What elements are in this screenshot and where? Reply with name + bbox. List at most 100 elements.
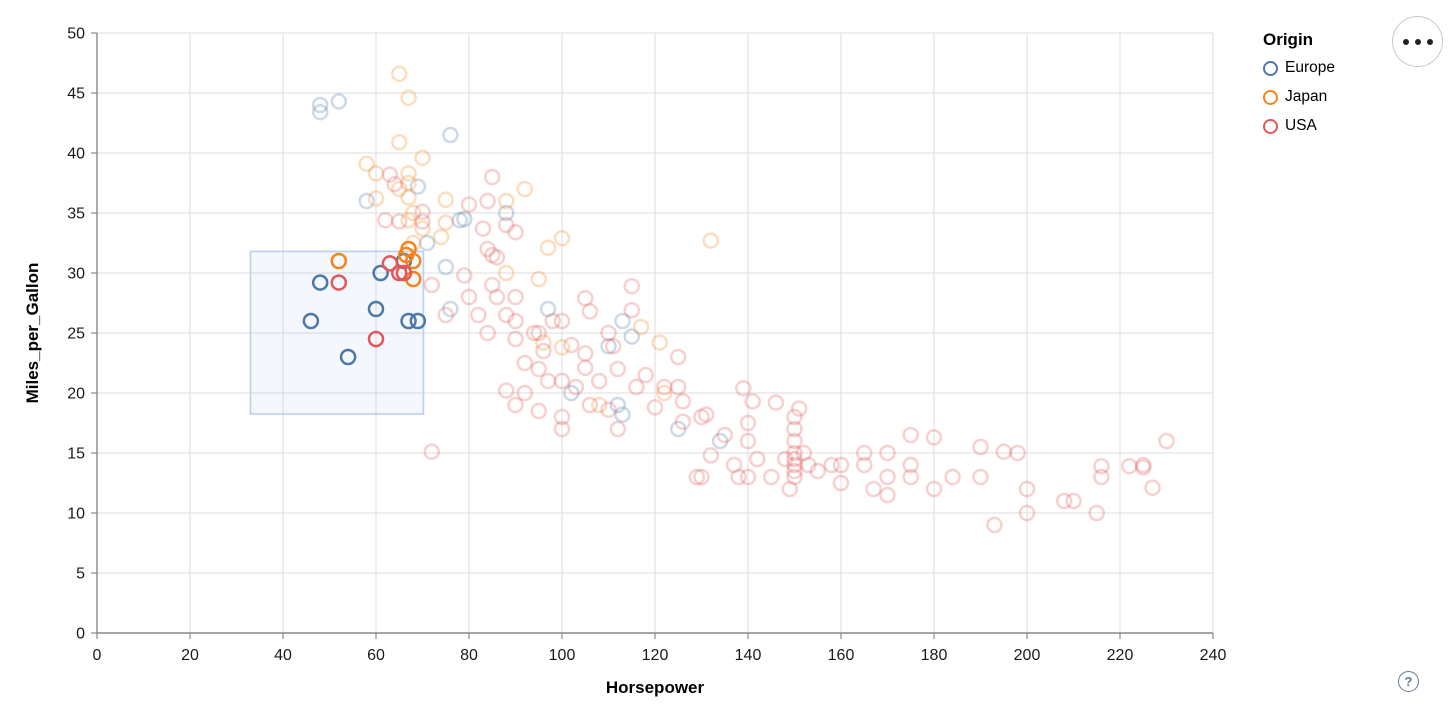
data-point-japan[interactable] — [553, 339, 571, 356]
data-point-usa[interactable] — [670, 378, 687, 396]
data-point-europe[interactable] — [358, 192, 375, 210]
data-point-usa[interactable] — [1018, 504, 1036, 522]
data-point-europe[interactable] — [563, 384, 580, 402]
data-point-europe[interactable] — [409, 178, 427, 195]
selected-data-point-usa[interactable] — [367, 330, 385, 348]
selected-data-point-europe[interactable] — [339, 348, 357, 366]
data-point-usa[interactable] — [739, 414, 757, 432]
data-point-usa[interactable] — [377, 211, 394, 229]
data-point-japan[interactable] — [702, 232, 720, 249]
data-point-usa[interactable] — [865, 480, 882, 498]
data-point-japan[interactable] — [530, 270, 547, 288]
data-point-usa[interactable] — [674, 393, 692, 410]
selected-data-point-europe[interactable] — [367, 300, 385, 318]
data-point-usa[interactable] — [507, 396, 524, 414]
data-point-usa[interactable] — [516, 384, 534, 402]
selected-data-point-europe[interactable] — [311, 274, 329, 291]
data-point-usa[interactable] — [530, 324, 547, 342]
data-point-usa[interactable] — [702, 447, 720, 464]
selected-data-point-usa[interactable] — [381, 255, 399, 272]
data-point-usa[interactable] — [423, 276, 441, 294]
data-point-usa[interactable] — [423, 443, 441, 461]
data-point-japan[interactable] — [497, 192, 515, 210]
data-point-usa[interactable] — [986, 516, 1003, 534]
data-point-europe[interactable] — [614, 406, 631, 423]
data-point-usa[interactable] — [697, 406, 715, 423]
data-point-usa[interactable] — [925, 480, 943, 498]
data-point-usa[interactable] — [786, 420, 803, 438]
data-point-europe[interactable] — [609, 396, 627, 414]
data-point-japan[interactable] — [400, 165, 417, 182]
data-point-usa[interactable] — [553, 408, 571, 426]
data-point-japan[interactable] — [539, 239, 557, 257]
selected-data-point-japan[interactable] — [330, 252, 348, 270]
data-point-usa[interactable] — [902, 468, 919, 486]
data-point-usa[interactable] — [577, 289, 594, 307]
data-point-usa[interactable] — [507, 330, 524, 348]
data-point-usa[interactable] — [809, 462, 826, 480]
data-point-japan[interactable] — [400, 189, 417, 206]
data-point-usa[interactable] — [786, 468, 803, 486]
data-point-usa[interactable] — [590, 372, 608, 390]
data-point-usa[interactable] — [1088, 504, 1105, 522]
data-point-usa[interactable] — [414, 203, 431, 221]
data-point-europe[interactable] — [311, 103, 329, 121]
data-point-japan[interactable] — [391, 65, 408, 83]
data-point-japan[interactable] — [400, 174, 417, 192]
data-point-usa[interactable] — [972, 468, 989, 486]
data-point-usa[interactable] — [1135, 459, 1152, 476]
data-point-usa[interactable] — [600, 401, 617, 419]
data-point-usa[interactable] — [437, 306, 454, 324]
data-point-usa[interactable] — [646, 399, 664, 416]
data-point-usa[interactable] — [744, 393, 761, 410]
data-point-usa[interactable] — [609, 360, 627, 378]
data-point-usa[interactable] — [767, 394, 785, 411]
data-point-usa[interactable] — [823, 456, 840, 474]
data-point-usa[interactable] — [544, 312, 561, 330]
data-point-usa[interactable] — [879, 486, 896, 504]
data-point-japan[interactable] — [432, 228, 450, 246]
data-point-usa[interactable] — [479, 240, 496, 258]
data-point-usa[interactable] — [902, 426, 919, 444]
data-point-europe[interactable] — [497, 204, 515, 222]
data-point-usa[interactable] — [1018, 480, 1036, 498]
data-point-usa[interactable] — [856, 444, 873, 462]
data-point-usa[interactable] — [609, 420, 627, 438]
options-menu-button[interactable] — [1392, 16, 1443, 67]
data-point-japan[interactable] — [632, 318, 650, 336]
data-point-usa[interactable] — [484, 168, 501, 186]
data-point-usa[interactable] — [1135, 456, 1152, 474]
data-point-usa[interactable] — [879, 444, 896, 462]
data-point-usa[interactable] — [972, 438, 989, 456]
data-point-usa[interactable] — [563, 336, 580, 354]
data-point-usa[interactable] — [739, 432, 757, 450]
data-point-usa[interactable] — [391, 213, 408, 230]
data-point-usa[interactable] — [516, 354, 534, 372]
data-point-japan[interactable] — [404, 204, 422, 222]
selected-data-point-europe[interactable] — [400, 312, 417, 330]
data-point-usa[interactable] — [730, 468, 747, 486]
data-point-usa[interactable] — [525, 324, 543, 342]
data-point-usa[interactable] — [637, 366, 654, 384]
data-point-usa[interactable] — [507, 312, 524, 330]
data-point-usa[interactable] — [604, 337, 622, 355]
data-point-europe[interactable] — [670, 420, 687, 438]
data-point-europe[interactable] — [451, 211, 468, 229]
selected-data-point-usa[interactable] — [395, 264, 413, 282]
data-point-usa[interactable] — [530, 360, 547, 378]
data-point-usa[interactable] — [786, 408, 803, 426]
data-point-usa[interactable] — [879, 468, 896, 486]
data-point-japan[interactable] — [553, 229, 571, 247]
data-point-usa[interactable] — [776, 450, 794, 468]
data-point-usa[interactable] — [856, 456, 873, 474]
data-point-usa[interactable] — [623, 301, 640, 319]
data-point-usa[interactable] — [790, 400, 808, 417]
data-point-usa[interactable] — [484, 276, 501, 294]
data-point-usa[interactable] — [688, 468, 706, 486]
data-point-usa[interactable] — [577, 345, 594, 362]
selected-data-point-usa[interactable] — [330, 274, 348, 291]
selected-data-point-europe[interactable] — [372, 264, 389, 282]
data-point-usa[interactable] — [786, 450, 803, 468]
help-icon[interactable]: ? — [1398, 671, 1419, 692]
